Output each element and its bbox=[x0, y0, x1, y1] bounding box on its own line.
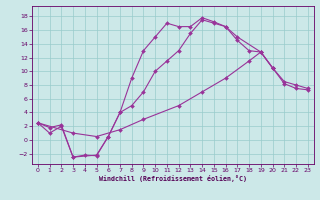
X-axis label: Windchill (Refroidissement éolien,°C): Windchill (Refroidissement éolien,°C) bbox=[99, 175, 247, 182]
